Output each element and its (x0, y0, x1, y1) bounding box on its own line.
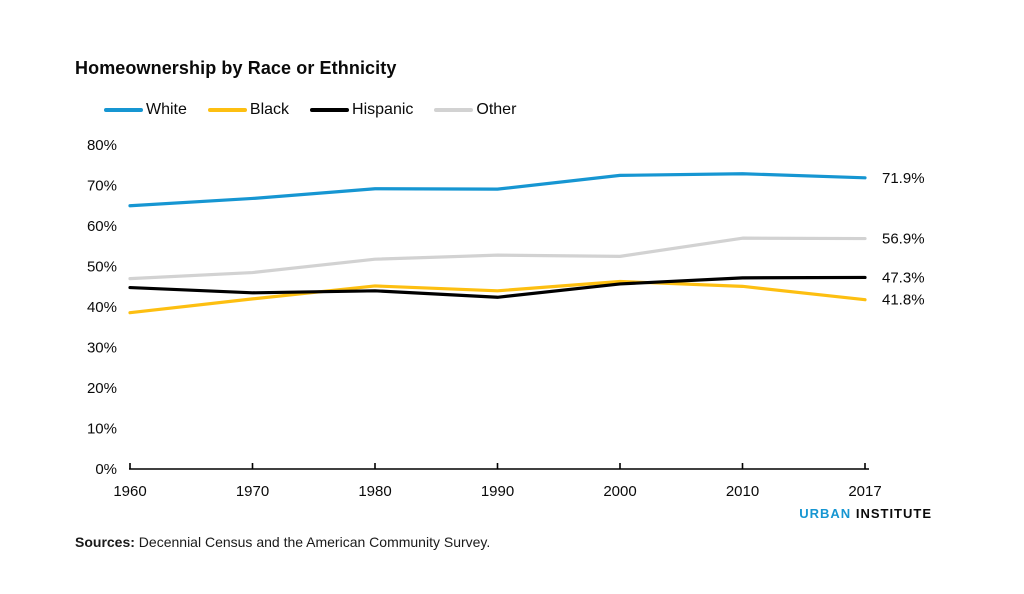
series-line-hispanic (128, 275, 867, 299)
legend-item-black: Black (207, 101, 290, 119)
series-line-white (128, 172, 867, 208)
y-tick-label: 70% (87, 178, 117, 195)
y-tick-label: 60% (87, 218, 117, 235)
legend-item-hispanic: Hispanic (310, 101, 413, 119)
x-tick-label: 2017 (848, 483, 881, 500)
y-tick-label: 10% (87, 421, 117, 438)
y-tick-label: 40% (87, 299, 117, 316)
x-tick-label: 2010 (726, 483, 759, 500)
chart-title: Homeownership by Race or Ethnicity (75, 58, 397, 78)
y-tick-label: 50% (87, 259, 117, 276)
brand-urban: URBAN (799, 506, 852, 521)
x-tick-label: 1980 (358, 483, 391, 500)
series-end-label-other: 56.9% (882, 231, 925, 248)
y-tick-label: 0% (95, 461, 117, 478)
series-line-other (128, 236, 867, 281)
y-tick-label: 80% (87, 137, 117, 154)
y-tick-label: 20% (87, 380, 117, 397)
sources-label: Sources: (75, 534, 135, 550)
brand-institute: INSTITUTE (855, 506, 932, 521)
legend-label: Other (476, 101, 517, 118)
legend-label: Black (249, 101, 290, 118)
x-tick-label: 1990 (481, 483, 514, 500)
y-tick-label: 30% (87, 340, 117, 357)
legend-swatch-other (434, 108, 474, 112)
x-tick-label: 1960 (113, 483, 146, 500)
legend: White Black Hispanic Other (104, 100, 516, 120)
series-end-label-black: 41.8% (882, 292, 925, 309)
legend-item-white: White (104, 101, 187, 119)
sources-note: Sources: Decennial Census and the Americ… (75, 534, 490, 550)
legend-label: White (146, 101, 187, 118)
x-tick-label: 2000 (603, 483, 636, 500)
legend-swatch-black (207, 108, 247, 112)
series-line-black (128, 279, 867, 315)
x-tick-label: 1970 (236, 483, 269, 500)
legend-swatch-hispanic (310, 108, 350, 112)
legend-label: Hispanic (352, 101, 414, 118)
legend-swatch-white (104, 108, 143, 112)
series-end-label-white: 71.9% (882, 170, 925, 187)
legend-item-other: Other (434, 101, 516, 119)
brand-logo: URBAN INSTITUTE (799, 506, 932, 521)
sources-text: Decennial Census and the American Commun… (134, 534, 491, 550)
series-end-label-hispanic: 47.3% (882, 269, 925, 286)
